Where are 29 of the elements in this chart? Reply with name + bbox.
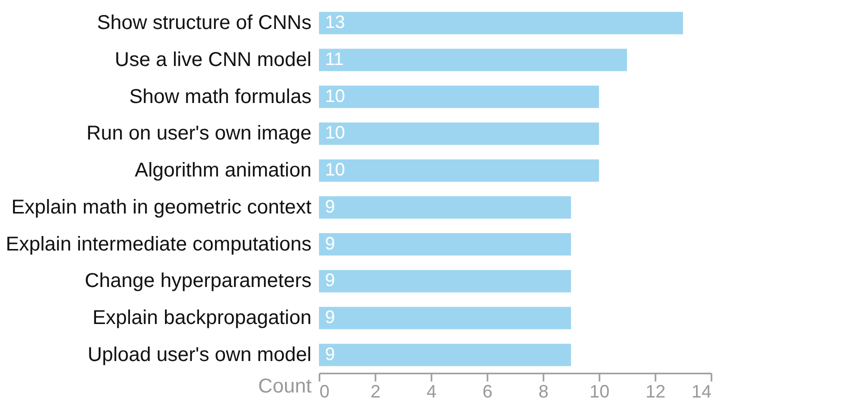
data-label: 13: [325, 12, 346, 32]
x-tick-label: 12: [645, 382, 666, 402]
x-tick-label: 14: [691, 382, 712, 402]
y-tick-label: Run on user's own image: [86, 122, 312, 145]
data-label: 9: [325, 307, 336, 328]
x-tick-label: 4: [426, 382, 437, 402]
data-label: 9: [325, 233, 336, 254]
y-tick-label: Algorithm animation: [134, 160, 312, 182]
x-axis-title: Count: [258, 376, 312, 398]
data-label: 11: [325, 48, 344, 69]
data-label: 9: [325, 196, 336, 216]
y-tick-label: Explain backpropagation: [92, 307, 312, 330]
y-tick-label: Show structure of CNNs: [96, 12, 312, 34]
data-label: 9: [325, 270, 336, 290]
data-label: 10: [325, 160, 346, 180]
x-tick-label: 6: [482, 382, 493, 402]
x-tick-label: 0: [320, 382, 330, 402]
y-tick-label: Change hyperparameters: [84, 270, 312, 292]
x-tick-label: 8: [538, 382, 549, 402]
x-tick-label: 2: [370, 382, 381, 402]
data-label: 10: [325, 86, 346, 106]
y-tick-label: Explain intermediate computations: [6, 233, 312, 256]
y-tick-label: Show math formulas: [129, 86, 312, 108]
data-label: 9: [325, 344, 336, 364]
y-tick-label: Use a live CNN model: [114, 48, 312, 71]
x-tick-label: 10: [589, 382, 610, 402]
y-tick-label: Upload user's own model: [88, 344, 312, 366]
y-tick-label: Explain math in geometric context: [11, 196, 312, 218]
data-label: 10: [325, 122, 346, 143]
